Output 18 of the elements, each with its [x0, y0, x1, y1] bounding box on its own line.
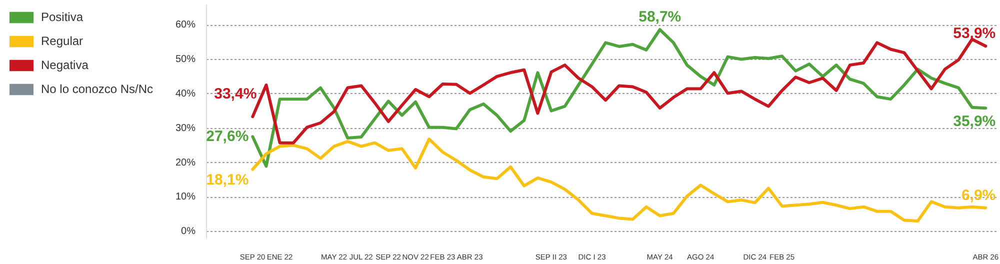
legend-label: Negativa	[41, 58, 88, 72]
data-label: 18,1%	[206, 171, 249, 188]
y-tick-label: 30%	[175, 122, 196, 134]
data-label: 27,6%	[206, 128, 249, 146]
legend-label: Regular	[41, 34, 84, 48]
legend-label: No lo conozco Ns/Nc	[41, 82, 154, 96]
data-label: 58,7%	[638, 8, 682, 26]
legend-label: Positiva	[41, 10, 84, 24]
y-tick-label: 40%	[175, 88, 196, 100]
data-label: 53,9%	[953, 25, 996, 42]
y-tick-label: 0%	[181, 226, 196, 238]
data-label: 6,9%	[961, 186, 996, 204]
y-tick-label: 20%	[175, 157, 196, 168]
y-tick-label: 60%	[175, 20, 196, 31]
data-label: 35,9%	[953, 113, 996, 130]
data-label: 33,4%	[214, 86, 257, 103]
y-tick-label: 10%	[175, 192, 196, 203]
y-tick-label: 50%	[175, 54, 196, 66]
